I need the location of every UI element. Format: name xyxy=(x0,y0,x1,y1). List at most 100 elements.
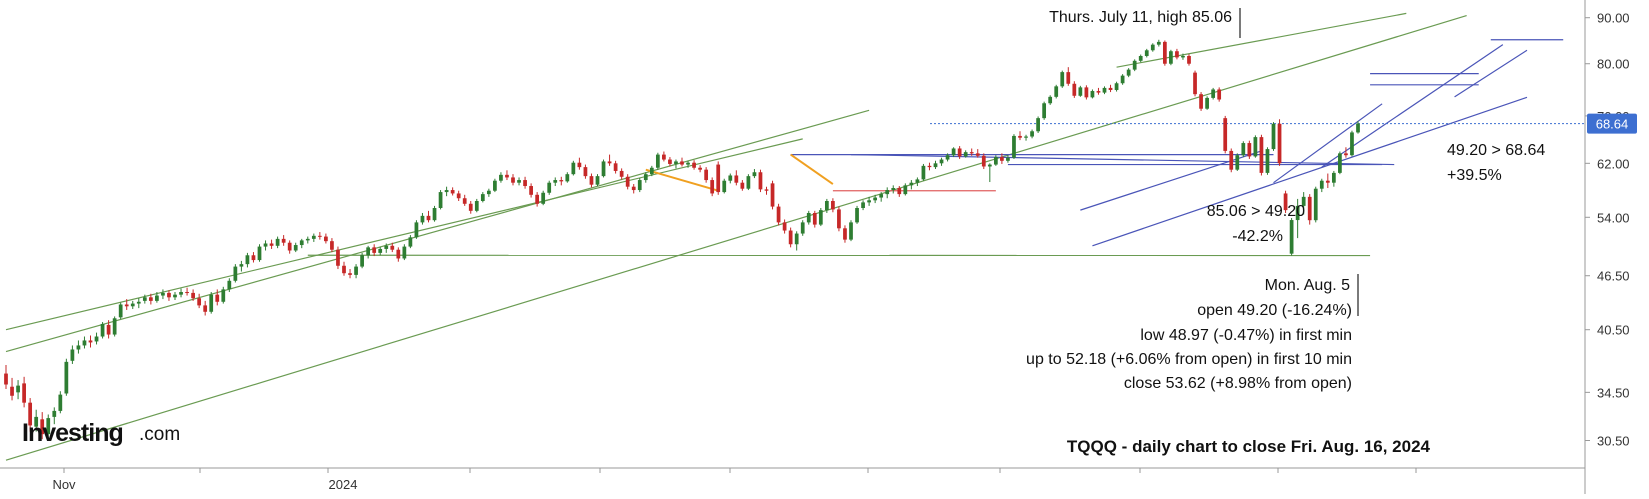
y-tick-label: 30.50 xyxy=(1597,434,1630,449)
candle-body xyxy=(885,190,889,194)
candle xyxy=(258,244,262,261)
candle-body xyxy=(1308,197,1312,220)
candle-body xyxy=(662,155,666,160)
candle-body xyxy=(1181,56,1185,57)
candle-body xyxy=(233,267,237,281)
candle xyxy=(1036,116,1040,133)
candle-body xyxy=(517,180,521,183)
y-tick-label: 46.50 xyxy=(1597,269,1630,284)
candle-body xyxy=(1332,173,1336,183)
candle-body xyxy=(1223,118,1227,151)
candle-body xyxy=(1211,89,1215,97)
candle-body xyxy=(433,208,437,220)
candle-body xyxy=(728,175,732,180)
candle-body xyxy=(451,190,455,193)
candle-body xyxy=(215,295,219,302)
candle-body xyxy=(740,183,744,189)
y-tick-label: 54.00 xyxy=(1597,210,1630,225)
y-tick-label: 34.50 xyxy=(1597,385,1630,400)
candle xyxy=(101,322,105,338)
candle xyxy=(415,220,419,239)
logo-suffix-text: .com xyxy=(139,424,180,445)
candle-body xyxy=(384,246,388,249)
candle-body xyxy=(964,152,968,156)
candle xyxy=(722,179,726,194)
candle-body xyxy=(656,155,660,168)
candle-body xyxy=(107,325,111,335)
candle xyxy=(638,178,642,192)
candle-body xyxy=(559,180,563,181)
candle-body xyxy=(976,153,980,155)
candle-body xyxy=(16,386,20,393)
candle-body xyxy=(1199,94,1203,109)
candle-body xyxy=(439,192,443,208)
candle-body xyxy=(873,198,877,201)
candle xyxy=(1060,71,1064,88)
candle-body xyxy=(505,175,509,178)
candle xyxy=(1254,135,1258,157)
candle xyxy=(777,204,781,226)
candle xyxy=(747,174,751,190)
candle-body xyxy=(541,193,545,204)
candle xyxy=(1042,102,1046,120)
candle-body xyxy=(602,161,606,176)
candle xyxy=(1241,141,1245,157)
candle-body xyxy=(692,163,696,168)
candle-body xyxy=(922,166,926,180)
candle-body xyxy=(252,255,256,260)
candle-body xyxy=(734,175,738,182)
candle-body xyxy=(95,337,99,342)
candle xyxy=(1308,194,1312,224)
candle-body xyxy=(897,188,901,194)
candle xyxy=(1169,50,1173,65)
aug5-annotation-close: close 53.62 (+8.98% from open) xyxy=(1124,375,1352,392)
candle-body xyxy=(58,395,62,411)
candle xyxy=(433,206,437,222)
candle-body xyxy=(161,293,165,296)
candle-body xyxy=(620,171,624,177)
candle-body xyxy=(306,239,310,241)
candle-body xyxy=(1272,124,1276,149)
x-tick-label: Nov xyxy=(52,477,76,492)
candle-body xyxy=(753,172,757,176)
candle-body xyxy=(578,163,582,167)
candle-body xyxy=(227,281,231,290)
candle-body xyxy=(807,213,811,222)
candle-body xyxy=(1145,50,1149,56)
candle xyxy=(1012,134,1016,159)
candle-body xyxy=(1266,149,1270,173)
candle-body xyxy=(258,247,262,260)
candle-body xyxy=(1157,42,1161,45)
candle-body xyxy=(1030,131,1034,136)
candle-body xyxy=(1048,97,1052,103)
candle-body xyxy=(276,239,280,246)
candle-body xyxy=(77,345,81,349)
candle xyxy=(801,220,805,236)
candle-body xyxy=(644,174,648,180)
candle-body xyxy=(1187,56,1191,64)
candle-body xyxy=(1133,61,1137,70)
candle-body xyxy=(421,216,425,223)
candle-body xyxy=(1127,70,1131,76)
candle xyxy=(1247,141,1251,159)
candle-body xyxy=(360,255,364,266)
candle-body xyxy=(970,152,974,153)
candle-body xyxy=(445,190,449,192)
candle xyxy=(1223,116,1227,153)
candle xyxy=(1314,187,1318,223)
candle-body xyxy=(952,148,956,155)
candle-body xyxy=(64,362,68,394)
candle-body xyxy=(704,170,708,180)
candle-body xyxy=(1139,56,1143,61)
candle xyxy=(1121,74,1125,85)
candle-body xyxy=(131,304,135,307)
candle-body xyxy=(1036,118,1040,131)
candle-body xyxy=(1121,76,1125,84)
candle-body xyxy=(336,250,340,266)
candle xyxy=(819,208,823,226)
candle-body xyxy=(867,200,871,202)
candle-body xyxy=(1260,137,1264,173)
candle-body xyxy=(698,168,702,170)
candle xyxy=(759,170,763,192)
